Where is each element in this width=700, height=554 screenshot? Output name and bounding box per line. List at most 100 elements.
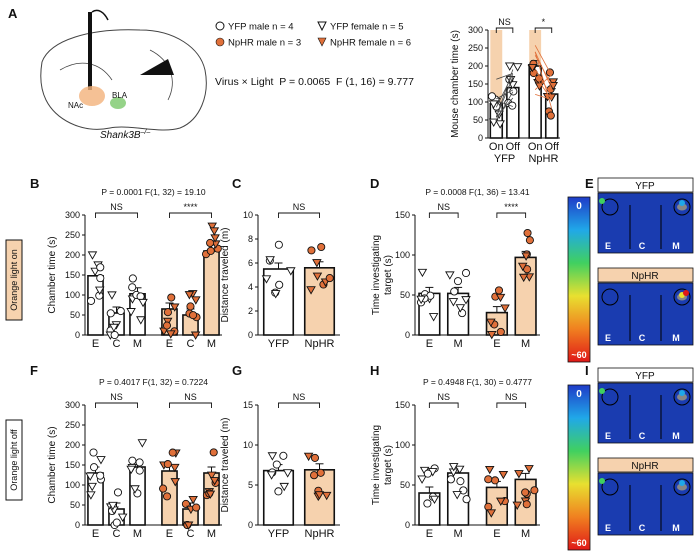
data-point: [169, 303, 180, 312]
data-point: [274, 240, 283, 249]
data-point: [126, 465, 136, 475]
heat-spot: [679, 390, 685, 396]
y-tick-label: 100: [65, 480, 80, 490]
data-point: [417, 268, 428, 278]
y-axis-label: Mouse chamber time (s): [450, 30, 461, 138]
paired-line: [534, 55, 553, 85]
data-point: [170, 463, 180, 473]
cup-mouse: [673, 478, 691, 496]
data-point: [462, 495, 471, 504]
sig-label: NS: [184, 392, 197, 402]
y-tick-label: 300: [65, 400, 80, 410]
data-point: [107, 291, 117, 300]
data-point: [190, 331, 201, 340]
zone-label: E: [605, 333, 611, 343]
data-point: [484, 475, 493, 484]
data-point: [303, 452, 314, 462]
data-point: [448, 463, 459, 472]
mouse-icon: [677, 393, 687, 401]
paired-line: [496, 72, 513, 80]
data-point: [206, 471, 217, 481]
x-tick-label: YFP: [268, 528, 289, 540]
x-tick-label: E: [493, 528, 500, 540]
heat-title-nphr-i: NpHR: [631, 461, 658, 472]
x-tick-label: C: [113, 528, 121, 540]
data-point: [188, 495, 198, 505]
sig-bracket: [169, 212, 212, 218]
heat-title-yfp-e: YFP: [635, 181, 655, 192]
data-point: [496, 327, 505, 336]
zone-label: E: [605, 523, 611, 533]
zone-label: E: [605, 241, 611, 251]
data-point: [310, 471, 319, 480]
data-point: [508, 101, 517, 110]
y-tick-label: 150: [65, 460, 80, 470]
data-point: [163, 308, 172, 317]
data-point: [494, 286, 504, 295]
sig-bracket: [428, 402, 459, 408]
y-tick-label: 250: [65, 230, 80, 240]
x-tick-label: On: [489, 141, 504, 153]
x-tick-label: E: [493, 338, 500, 350]
data-point: [312, 272, 323, 281]
y-tick-label: 150: [395, 400, 410, 410]
data-point: [130, 485, 140, 494]
y-tick-label: 0: [248, 520, 253, 530]
bar: [203, 250, 220, 336]
paired-line: [534, 74, 552, 90]
y-tick-label: 200: [468, 61, 483, 71]
legend-item-nphr-female: NpHR female n = 6: [330, 38, 411, 49]
sig-label: NS: [293, 392, 306, 402]
y-tick-label: 150: [468, 79, 483, 89]
data-point: [274, 487, 283, 496]
x-tick-label: M: [454, 528, 463, 540]
sig-bracket: [278, 402, 320, 408]
zone-label: M: [672, 431, 680, 441]
data-point: [512, 63, 523, 72]
data-point: [267, 452, 278, 461]
data-point: [265, 256, 275, 265]
data-point: [423, 469, 432, 478]
data-point: [491, 476, 500, 485]
heat-scale-bottom-i: ~60: [571, 538, 586, 548]
cup-mouse: [673, 288, 691, 306]
mouse-icon: [677, 483, 687, 491]
data-point: [495, 293, 506, 303]
data-point: [461, 296, 471, 305]
data-point: [136, 292, 145, 301]
sig-label: ****: [183, 202, 198, 212]
sig-label: NS: [437, 392, 450, 402]
data-point: [162, 492, 172, 501]
data-point: [455, 304, 466, 313]
paired-line: [496, 100, 513, 107]
y-tick-label: 0: [75, 520, 80, 530]
brain-label-bla: BLA: [112, 91, 128, 100]
sig-bracket: [534, 27, 553, 33]
data-point: [207, 222, 217, 231]
data-point: [96, 456, 106, 465]
panel-label-i: I: [585, 363, 589, 378]
data-point: [521, 252, 531, 261]
chart-statistic: P = 0.0001 F(1, 32) = 19.10: [101, 187, 206, 197]
data-point: [310, 453, 320, 462]
data-point: [504, 62, 515, 71]
data-point: [165, 330, 176, 339]
paired-line: [495, 91, 514, 121]
y-tick-label: 6: [248, 258, 253, 268]
data-point: [96, 274, 105, 283]
panel-label-e: E: [585, 176, 594, 191]
data-point: [191, 296, 201, 305]
data-point: [487, 331, 497, 340]
x-tick-label: E: [166, 528, 173, 540]
heat-spot: [599, 388, 605, 394]
data-point: [128, 283, 137, 292]
data-point: [282, 469, 293, 478]
data-point: [210, 234, 220, 243]
y-tick-label: 100: [468, 97, 483, 107]
mouse-icon: [677, 203, 687, 211]
data-point: [450, 287, 459, 296]
y-tick-label: 100: [65, 290, 80, 300]
data-point: [117, 513, 128, 522]
